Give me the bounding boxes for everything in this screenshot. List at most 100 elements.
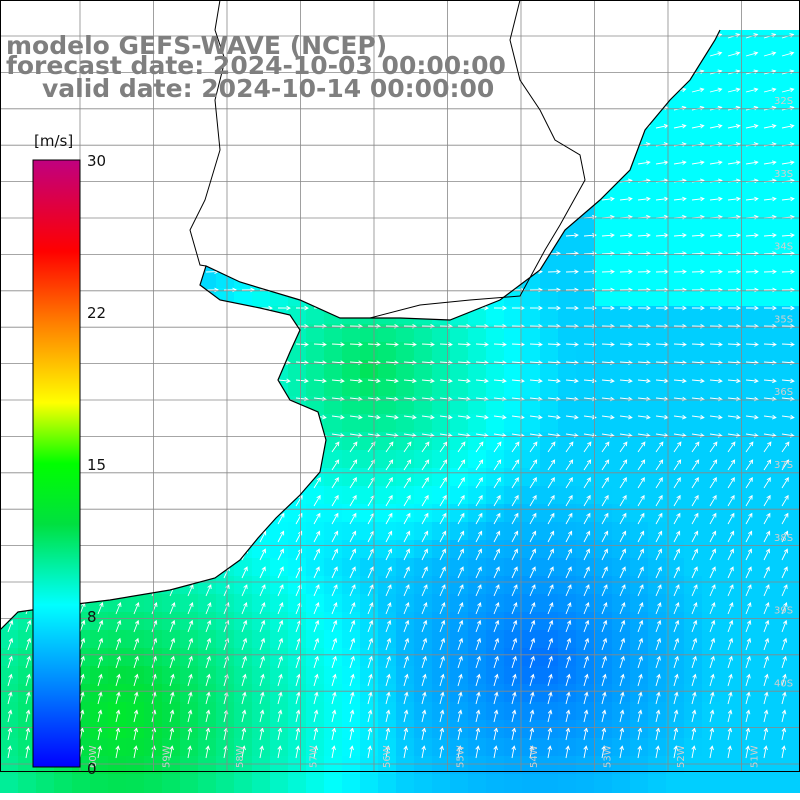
title-forecast-date: forecast date: 2024-10-03 00:00:00 xyxy=(6,51,506,80)
wind-speed-cell xyxy=(450,540,469,559)
wind-arrow xyxy=(25,709,31,723)
wind-speed-cell xyxy=(504,648,523,667)
wind-speed-cell xyxy=(612,522,631,541)
wind-arrow xyxy=(151,637,158,651)
wind-speed-cell xyxy=(198,594,217,613)
wind-speed-cell xyxy=(216,612,235,631)
wind-speed-cell xyxy=(540,666,559,685)
wind-speed-cell xyxy=(630,540,649,559)
wind-arrow xyxy=(421,673,427,687)
wind-speed-cell xyxy=(198,756,217,775)
wind-arrow xyxy=(565,233,579,238)
wind-speed-cell xyxy=(702,468,721,487)
wind-arrow xyxy=(763,160,777,165)
wind-arrow xyxy=(763,745,768,759)
wind-arrow xyxy=(97,745,102,759)
wind-arrow xyxy=(619,269,633,275)
wind-arrow xyxy=(187,727,193,741)
longitude-label: 60W xyxy=(88,745,99,768)
wind-speed-cell xyxy=(594,648,613,667)
wind-arrow xyxy=(133,709,139,723)
wind-arrow xyxy=(745,727,751,741)
wind-speed-cell xyxy=(720,630,739,649)
wind-speed-cell xyxy=(90,630,109,649)
wind-arrow xyxy=(205,709,211,723)
wind-arrow xyxy=(367,566,374,579)
wind-speed-cell xyxy=(612,504,631,523)
wind-speed-cell xyxy=(378,648,397,667)
wind-speed-cell xyxy=(774,486,793,505)
wind-speed-cell xyxy=(720,270,739,289)
wind-speed-cell xyxy=(522,342,541,361)
wind-arrow xyxy=(709,691,715,705)
wind-speed-cell xyxy=(324,666,343,685)
wind-arrow xyxy=(25,745,30,759)
wind-speed-cell xyxy=(324,468,343,487)
wind-arrow xyxy=(547,584,554,597)
wind-speed-cell xyxy=(738,324,757,343)
wind-arrow xyxy=(529,709,535,723)
wind-speed-cell xyxy=(702,198,721,217)
wind-arrow xyxy=(529,530,537,543)
wind-arrow xyxy=(727,673,733,687)
wind-arrow xyxy=(367,655,373,669)
wind-arrow xyxy=(421,691,427,705)
wind-arrow xyxy=(619,637,626,651)
wind-arrow xyxy=(403,548,410,561)
wind-arrow xyxy=(97,619,104,633)
wind-arrow xyxy=(205,584,212,597)
wind-speed-cell xyxy=(18,774,37,793)
wind-speed-cell xyxy=(648,360,667,379)
wind-arrow xyxy=(727,619,734,633)
wind-speed-cell xyxy=(774,306,793,325)
wind-arrow xyxy=(439,584,446,597)
title-model: modelo GEFS-WAVE (NCEP) xyxy=(6,31,388,60)
wind-speed-cell xyxy=(684,558,703,577)
wind-speed-cell xyxy=(234,774,253,793)
wind-arrow xyxy=(349,441,358,453)
wind-speed-cell xyxy=(198,774,217,793)
wind-speed-cell xyxy=(648,594,667,613)
wind-arrow xyxy=(97,637,104,651)
wind-speed-cell xyxy=(684,270,703,289)
wind-speed-cell xyxy=(360,504,379,523)
wind-arrow xyxy=(727,530,735,543)
wind-speed-cell xyxy=(684,612,703,631)
wind-arrow xyxy=(97,727,103,741)
wind-speed-cell xyxy=(756,108,775,127)
wind-speed-cell xyxy=(342,378,361,397)
wind-speed-cell xyxy=(666,324,685,343)
wind-arrow xyxy=(727,691,733,705)
wind-speed-cell xyxy=(648,342,667,361)
wind-arrow xyxy=(403,691,409,705)
wind-arrow xyxy=(313,477,321,489)
wind-speed-cell xyxy=(576,756,595,775)
wind-speed-cell xyxy=(522,666,541,685)
wind-speed-cell xyxy=(684,378,703,397)
wind-speed-cell xyxy=(774,30,793,37)
wind-arrow xyxy=(655,494,663,507)
wind-speed-cell xyxy=(324,450,343,469)
wind-speed-cell xyxy=(288,522,307,541)
wind-arrow xyxy=(781,233,795,238)
wind-arrow xyxy=(601,196,615,202)
wind-arrow xyxy=(745,124,759,129)
wind-speed-cell xyxy=(270,576,289,595)
wind-speed-cell xyxy=(576,306,595,325)
wind-speed-cell xyxy=(720,198,739,217)
coastline xyxy=(0,29,721,631)
wind-speed-cell xyxy=(612,756,631,775)
colorbar-tick-22: 22 xyxy=(87,304,107,322)
wind-speed-cell xyxy=(324,414,343,433)
wind-arrow xyxy=(403,477,411,489)
wind-arrow xyxy=(475,477,483,489)
wind-speed-cell xyxy=(396,558,415,577)
wind-arrow xyxy=(565,655,571,669)
wind-speed-cell xyxy=(720,252,739,271)
wind-arrow xyxy=(169,691,175,705)
wind-arrow xyxy=(349,494,357,507)
wind-speed-cell xyxy=(18,666,37,685)
wind-arrow xyxy=(709,51,723,57)
wind-arrow xyxy=(745,342,759,347)
wind-arrow xyxy=(421,494,429,507)
